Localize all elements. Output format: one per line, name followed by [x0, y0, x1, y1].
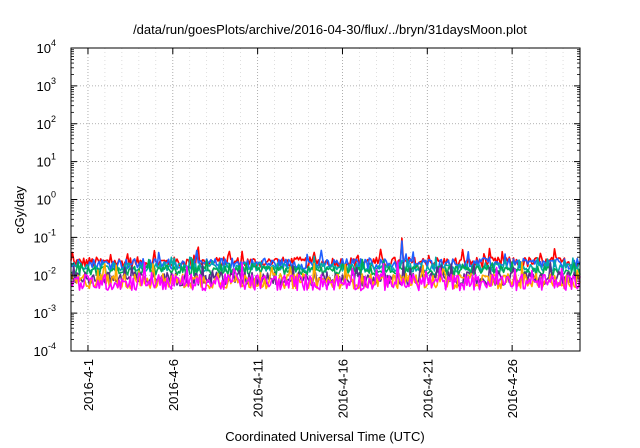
y-tick-label: 10-1: [34, 227, 56, 245]
grid: [71, 48, 580, 351]
y-tick-label: 104: [37, 38, 56, 56]
x-tick-label: 2016-4-21: [420, 359, 435, 418]
series-line: [70, 240, 581, 270]
y-axis: 10-4 10-3 10-2 10-1 100 101 102 103 104: [34, 38, 580, 359]
y-tick-label: 10-3: [34, 303, 56, 321]
x-tick-label: 2016-4-16: [335, 359, 350, 418]
x-tick-label: 2016-4-1: [81, 359, 96, 411]
chart-title: /data/run/goesPlots/archive/2016-04-30/f…: [133, 22, 527, 37]
y-tick-label: 10-4: [34, 341, 56, 359]
x-tick-label: 2016-4-26: [505, 359, 520, 418]
series-line: [70, 255, 581, 273]
x-axis: 2016-4-1 2016-4-6 2016-4-11 2016-4-16 2016-4…: [81, 48, 520, 418]
y-tick-label: 101: [37, 152, 56, 170]
x-tick-label: 2016-4-11: [251, 359, 266, 417]
series-line: [70, 258, 581, 277]
y-tick-label: 103: [37, 76, 56, 94]
series-group: [70, 237, 581, 292]
x-axis-label: Coordinated Universal Time (UTC): [225, 429, 424, 444]
x-tick-label: 2016-4-6: [166, 359, 181, 411]
y-axis-label: cGy/day: [12, 186, 27, 234]
y-tick-label: 102: [37, 114, 56, 132]
y-tick-label: 10-2: [34, 265, 56, 283]
series-line: [70, 260, 581, 292]
y-tick-label: 100: [37, 190, 56, 208]
